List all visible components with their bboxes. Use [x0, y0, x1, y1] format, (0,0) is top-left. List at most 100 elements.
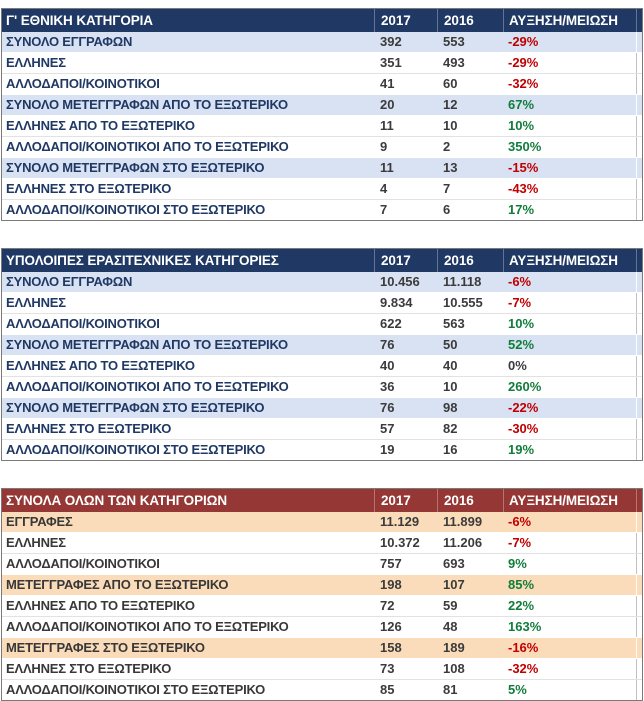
row-end-spacer: [636, 440, 642, 460]
value-2017: 158: [380, 640, 402, 655]
row-end-spacer: [636, 293, 642, 313]
change-percent: 10%: [508, 316, 535, 331]
header-end-spacer: [636, 9, 642, 32]
table-row: ΣΥΝΟΛΟ ΜΕΤΕΓΓΡΑΦΩΝ ΑΠΟ ΤΟ ΕΞΩΤΕΡΙΚΟ 76 50 5…: [2, 334, 642, 355]
row-end-spacer: [636, 617, 642, 637]
value-2016: 10.555: [443, 295, 483, 310]
row-end-spacer: [636, 554, 642, 574]
change-percent: -30%: [508, 421, 539, 436]
row-label: ΑΛΛΟΔΑΠΟΙ/ΚΟΙΝΟΤΙΚΟΙ: [6, 316, 160, 331]
table-row: ΑΛΛΟΔΑΠΟΙ/ΚΟΙΝΟΤΙΚΟΙ ΣΤΟ ΕΞΩΤΕΡΙΚΟ 7 6 17%: [2, 199, 642, 220]
change-percent: -7%: [508, 535, 532, 550]
row-label: ΣΥΝΟΛΟ ΜΕΤΕΓΓΡΑΦΩΝ ΣΤΟ ΕΞΩΤΕΡΙΚΟ: [6, 160, 265, 175]
table-row: ΑΛΛΟΔΑΠΟΙ/ΚΟΙΝΟΤΙΚΟΙ ΑΠΟ ΤΟ ΕΞΩΤΕΡΙΚΟ 126…: [2, 616, 642, 637]
value-2016: 107: [443, 577, 465, 592]
row-label: ΣΥΝΟΛΟ ΜΕΤΕΓΓΡΑΦΩΝ ΣΤΟ ΕΞΩΤΕΡΙΚΟ: [6, 400, 265, 415]
row-label: ΑΛΛΟΔΑΠΟΙ/ΚΟΙΝΟΤΙΚΟΙ: [6, 76, 160, 91]
change-percent: 5%: [508, 682, 527, 697]
value-2016: 493: [443, 55, 465, 70]
value-2016: 16: [443, 442, 458, 457]
table-row: ΕΛΛΗΝΕΣ ΑΠΟ ΤΟ ΕΞΩΤΕΡΙΚΟ 40 40 0%: [2, 355, 642, 376]
change-percent: 10%: [508, 118, 535, 133]
value-2017: 622: [380, 316, 402, 331]
value-2016: 108: [443, 661, 465, 676]
change-percent: 19%: [508, 442, 535, 457]
row-end-spacer: [636, 419, 642, 439]
row-end-spacer: [636, 137, 642, 157]
value-2017: 57: [380, 421, 395, 436]
row-end-spacer: [636, 272, 642, 292]
table-header-row: ΣΥΝΟΛΑ ΟΛΩΝ ΤΩΝ ΚΑΤΗΓΟΡΙΩΝ 2017 2016 ΑΥΞ…: [2, 489, 642, 512]
change-percent: -16%: [508, 640, 539, 655]
change-percent: -7%: [508, 295, 532, 310]
row-label: ΑΛΛΟΔΑΠΟΙ/ΚΟΙΝΟΤΙΚΟΙ ΑΠΟ ΤΟ ΕΞΩΤΕΡΙΚΟ: [6, 379, 289, 394]
row-label: ΣΥΝΟΛΟ ΜΕΤΕΓΓΡΑΦΩΝ ΑΠΟ ΤΟ ΕΞΩΤΕΡΙΚΟ: [6, 337, 288, 352]
table-row: ΕΛΛΗΝΕΣ ΣΤΟ ΕΞΩΤΕΡΙΚΟ 73 108 -32%: [2, 658, 642, 679]
change-percent: 22%: [508, 598, 535, 613]
value-2016: 48: [443, 619, 458, 634]
value-2016: 189: [443, 640, 465, 655]
value-2017: 351: [380, 55, 402, 70]
row-label: ΕΛΛΗΝΕΣ ΑΠΟ ΤΟ ΕΞΩΤΕΡΙΚΟ: [6, 358, 195, 373]
value-2016: 40: [443, 358, 458, 373]
value-2017: 757: [380, 556, 402, 571]
table-gamma-ethniki-katigoria: Γ' ΕΘΝΙΚΗ ΚΑΤΗΓΟΡΙΑ 2017 2016 ΑΥΞΗΣΗ/ΜΕΙ…: [1, 8, 643, 221]
column-header-2016: 2016: [437, 489, 503, 512]
table-body: ΕΓΓΡΑΦΕΣ 11.129 11.899 -6% ΕΛΛΗΝΕΣ 10.372 11.2…: [2, 512, 642, 700]
table-ypoloipes-erasitexnikes: ΥΠΟΛΟΙΠΕΣ ΕΡΑΣΙΤΕΧΝΙΚΕΣ ΚΑΤΗΓΟΡΙΕΣ 2017 …: [1, 248, 643, 461]
table-row: ΑΛΛΟΔΑΠΟΙ/ΚΟΙΝΟΤΙΚΟΙ ΑΠΟ ΤΟ ΕΞΩΤΕΡΙΚΟ 36 1…: [2, 376, 642, 397]
value-2017: 73: [380, 661, 395, 676]
change-percent: -43%: [508, 181, 539, 196]
value-2017: 76: [380, 400, 395, 415]
table-row: ΕΛΛΗΝΕΣ ΣΤΟ ΕΞΩΤΕΡΙΚΟ 57 82 -30%: [2, 418, 642, 439]
column-header-2017: 2017: [374, 249, 437, 272]
value-2016: 13: [443, 160, 458, 175]
row-end-spacer: [636, 659, 642, 679]
value-2016: 60: [443, 76, 458, 91]
row-label: ΕΓΓΡΑΦΕΣ: [6, 514, 73, 529]
table-row: ΕΛΛΗΝΕΣ 351 493 -29%: [2, 52, 642, 73]
change-percent: 67%: [508, 97, 535, 112]
table-row: ΕΛΛΗΝΕΣ ΑΠΟ ΤΟ ΕΞΩΤΕΡΙΚΟ 11 10 10%: [2, 115, 642, 136]
row-end-spacer: [636, 533, 642, 553]
value-2017: 10.456: [380, 274, 420, 289]
table-row: ΑΛΛΟΔΑΠΟΙ/ΚΟΙΝΟΤΙΚΟΙ ΑΠΟ ΤΟ ΕΞΩΤΕΡΙΚΟ 9 2 3…: [2, 136, 642, 157]
row-label: ΣΥΝΟΛΟ ΕΓΓΡΑΦΩΝ: [6, 34, 133, 49]
change-percent: -32%: [508, 661, 539, 676]
row-label: ΕΛΛΗΝΕΣ ΑΠΟ ΤΟ ΕΞΩΤΕΡΙΚΟ: [6, 598, 195, 613]
row-label: ΕΛΛΗΝΕΣ: [6, 535, 66, 550]
change-percent: 350%: [508, 139, 542, 154]
change-percent: -22%: [508, 400, 539, 415]
value-2016: 563: [443, 316, 465, 331]
row-end-spacer: [636, 596, 642, 616]
table-row: ΣΥΝΟΛΟ ΕΓΓΡΑΦΩΝ 392 553 -29%: [2, 32, 642, 52]
value-2016: 553: [443, 34, 465, 49]
value-2017: 4: [380, 181, 388, 196]
column-header-2017: 2017: [374, 489, 437, 512]
table-title: ΥΠΟΛΟΙΠΕΣ ΕΡΑΣΙΤΕΧΝΙΚΕΣ ΚΑΤΗΓΟΡΙΕΣ: [6, 253, 279, 268]
row-end-spacer: [636, 398, 642, 418]
change-percent: -6%: [508, 514, 532, 529]
row-label: ΑΛΛΟΔΑΠΟΙ/ΚΟΙΝΟΤΙΚΟΙ ΑΠΟ ΤΟ ΕΞΩΤΕΡΙΚΟ: [6, 139, 289, 154]
value-2016: 82: [443, 421, 458, 436]
value-2016: 11.118: [443, 274, 482, 289]
column-header-2017: 2017: [374, 9, 437, 32]
change-percent: 85%: [508, 577, 535, 592]
value-2016: 2: [443, 139, 451, 154]
table-synola-olon-katigorion: ΣΥΝΟΛΑ ΟΛΩΝ ΤΩΝ ΚΑΤΗΓΟΡΙΩΝ 2017 2016 ΑΥΞ…: [1, 488, 643, 701]
row-label: ΑΛΛΟΔΑΠΟΙ/ΚΟΙΝΟΤΙΚΟΙ ΑΠΟ ΤΟ ΕΞΩΤΕΡΙΚΟ: [6, 619, 289, 634]
row-end-spacer: [636, 575, 642, 595]
change-percent: 17%: [508, 202, 535, 217]
row-end-spacer: [636, 680, 642, 700]
column-header-2016: 2016: [437, 249, 503, 272]
table-header-row: ΥΠΟΛΟΙΠΕΣ ΕΡΑΣΙΤΕΧΝΙΚΕΣ ΚΑΤΗΓΟΡΙΕΣ 2017 …: [2, 249, 642, 272]
value-2016: 11.899: [443, 514, 483, 529]
column-header-change: ΑΥΞΗΣΗ/ΜΕΙΩΣΗ: [503, 249, 636, 272]
value-2017: 11: [380, 160, 394, 175]
row-end-spacer: [636, 377, 642, 397]
row-label: ΜΕΤΕΓΓΡΑΦΕΣ ΑΠΟ ΤΟ ΕΞΩΤΕΡΙΚΟ: [6, 577, 229, 592]
table-row: ΜΕΤΕΓΓΡΑΦΕΣ ΣΤΟ ΕΞΩΤΕΡΙΚΟ 158 189 -16%: [2, 637, 642, 658]
value-2016: 98: [443, 400, 458, 415]
row-end-spacer: [636, 95, 642, 115]
